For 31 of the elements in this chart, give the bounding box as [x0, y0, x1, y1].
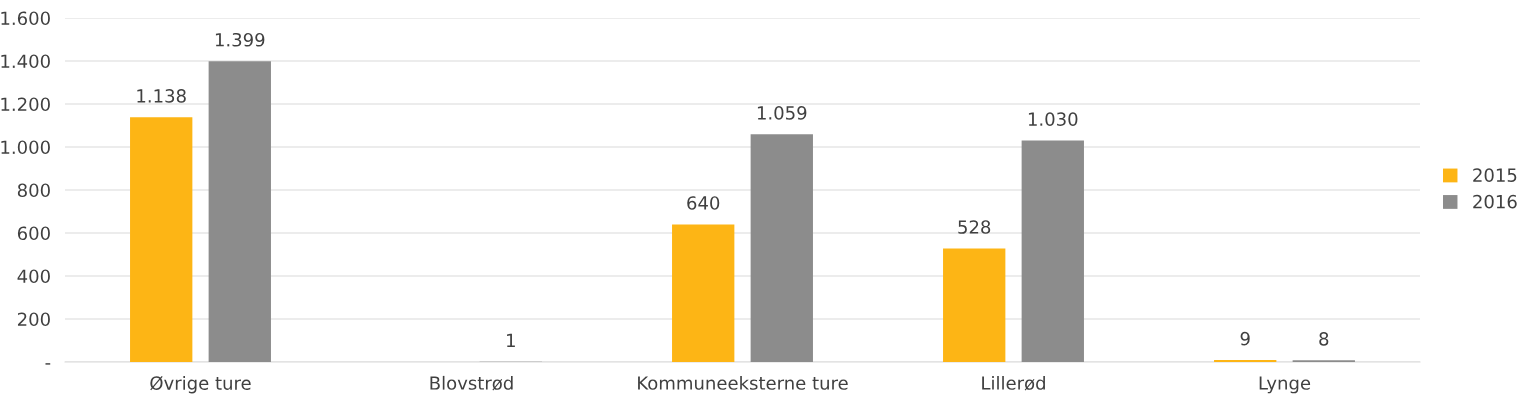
data-label: 528	[958, 220, 991, 234]
x-tick-label: Lynge	[1259, 376, 1311, 394]
y-tick-label: 1.400	[1, 54, 50, 69]
bar	[750, 134, 813, 362]
y-tick-label: 1.200	[1, 97, 50, 112]
data-label: 1.138	[137, 89, 186, 103]
bar	[943, 248, 1006, 362]
x-tick-label: Blovstrød	[430, 375, 513, 391]
y-tick-label: 600	[17, 226, 50, 241]
data-label: 1	[507, 333, 515, 347]
y-tick-label: -	[45, 363, 51, 365]
bar	[130, 117, 193, 362]
x-tick-label: Øvrige ture	[150, 375, 251, 394]
data-label: 9	[1240, 331, 1250, 346]
y-tick-label: 400	[17, 269, 50, 284]
data-label: 1.030	[1028, 112, 1078, 126]
y-tick-label: 800	[17, 183, 50, 198]
legend-label: 2016	[1473, 194, 1517, 209]
bar	[208, 61, 271, 362]
data-label: 640	[687, 196, 720, 210]
bar	[1021, 140, 1084, 362]
bar	[672, 224, 735, 362]
y-tick-label: 1.600	[1, 11, 50, 26]
x-tick-label: Lillerød	[982, 375, 1045, 391]
y-tick-label: 200	[17, 312, 50, 327]
y-tick-label: 1.000	[1, 140, 50, 155]
data-label: 8	[1319, 332, 1329, 346]
x-tick-label: Kommuneeksterne ture	[638, 375, 848, 390]
data-label: 1.059	[757, 106, 807, 120]
data-label: 1.399	[215, 32, 265, 47]
legend-label: 2015	[1473, 168, 1517, 182]
